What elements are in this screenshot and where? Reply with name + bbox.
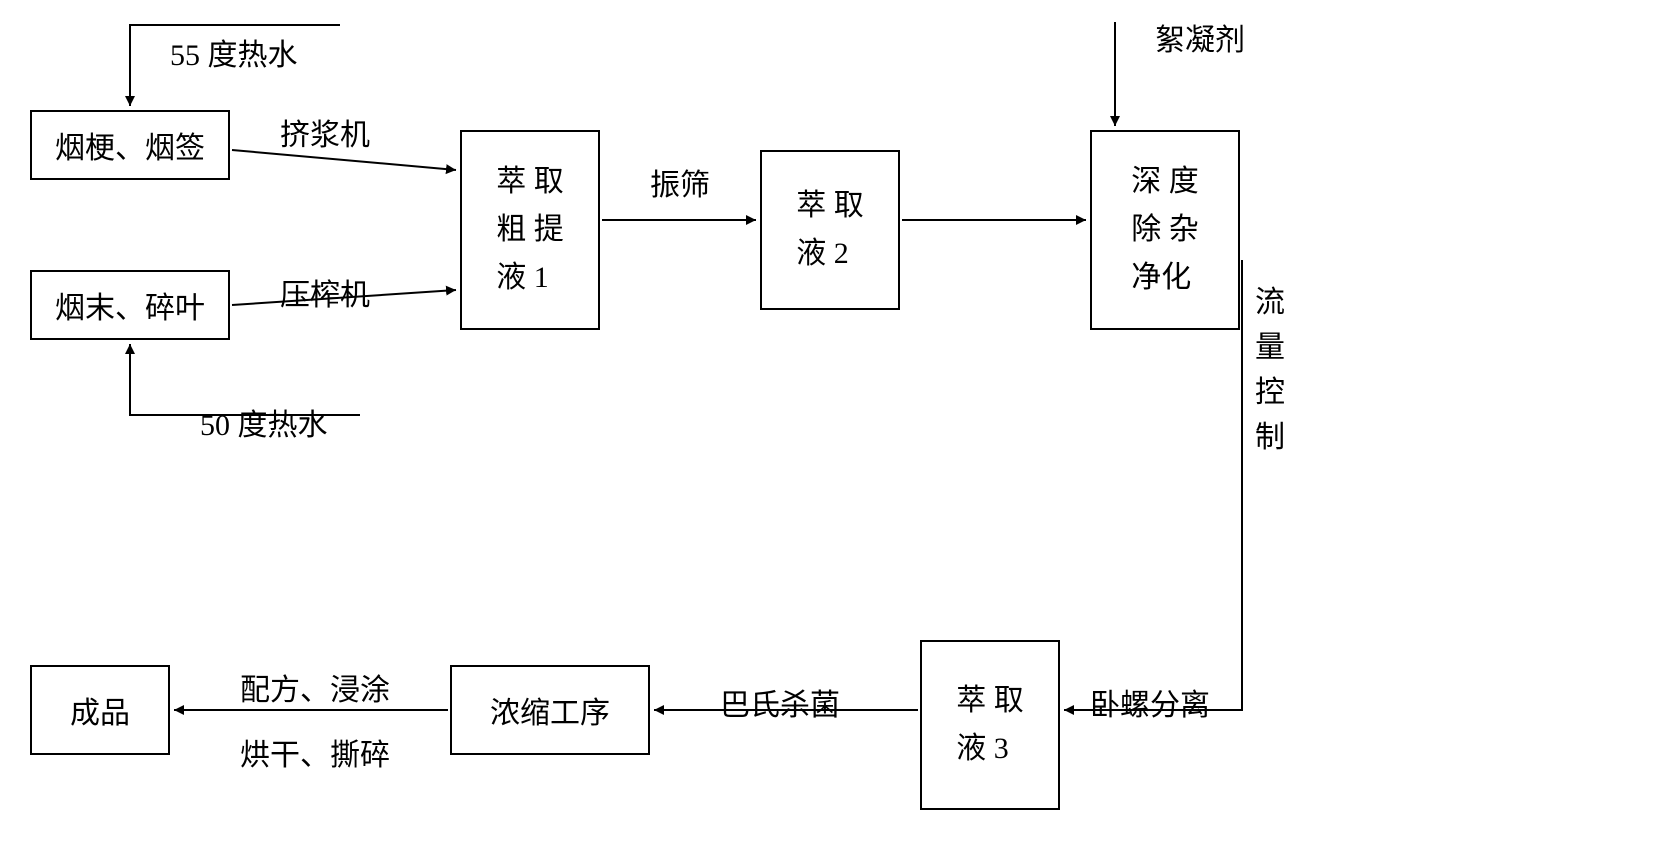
edge-input1-extract1	[232, 150, 456, 170]
edge-hotwater50	[130, 344, 360, 415]
edge-input2-extract1	[232, 290, 456, 305]
edges-svg	[0, 0, 1664, 867]
edge-hotwater55	[130, 25, 340, 106]
edge-purify-extract3	[1064, 260, 1242, 710]
